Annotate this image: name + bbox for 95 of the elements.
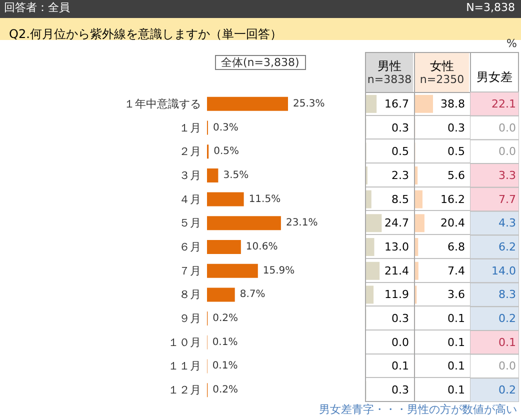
- data-label: 8.3: [498, 288, 516, 302]
- data-label: 6.2: [498, 240, 516, 254]
- data-label: 10.6%: [246, 242, 278, 252]
- data-label: 4.3: [498, 216, 516, 230]
- bar: [415, 166, 418, 184]
- bar: [207, 168, 218, 182]
- data-label: 24.7: [384, 216, 409, 230]
- data-label: 0.1: [448, 336, 465, 349]
- data-label: 0.0: [498, 145, 516, 158]
- data-label: 38.8: [440, 97, 465, 110]
- bar: [366, 214, 382, 232]
- data-label: 0.2%: [212, 313, 238, 324]
- data-label: 16.2: [440, 192, 465, 206]
- data-label: 7.4: [448, 264, 465, 278]
- data-label: 2.3: [392, 168, 409, 182]
- y-tick-label: １年中意識する: [124, 97, 201, 110]
- data-label: 0.1: [448, 312, 465, 326]
- data-label: 0.0: [392, 336, 409, 349]
- chart-title: 女性: [430, 59, 454, 73]
- data-label: 13.0: [384, 240, 409, 254]
- text: 回答者：全員: [4, 1, 70, 14]
- data-label: 15.9%: [262, 265, 295, 276]
- data-label: 3.5%: [223, 170, 249, 181]
- y-tick-label: ８月: [179, 288, 201, 302]
- data-label: 21.4: [384, 264, 409, 278]
- bar: [415, 238, 418, 256]
- data-label: 20.4: [440, 216, 465, 230]
- data-label: 0.5%: [214, 146, 240, 158]
- y-tick-label: １０月: [168, 336, 201, 349]
- bar: [207, 240, 241, 254]
- data-label: 6.8: [448, 240, 465, 254]
- data-label: 0.2: [498, 384, 516, 397]
- data-label: 11.5%: [248, 194, 281, 205]
- data-label: 0.3: [448, 121, 465, 134]
- bar: [415, 262, 418, 280]
- chart-subtitle: n=3838: [367, 73, 412, 86]
- data-label: 0.1: [498, 336, 516, 349]
- bar: [415, 214, 424, 232]
- chart-title: Q2.何月位から紫外線を意識しますか（単一回答）: [9, 27, 282, 41]
- data-label: 0.3%: [212, 122, 238, 134]
- bar: [366, 262, 380, 280]
- data-label: 8.7%: [240, 289, 266, 300]
- data-label: 14.0: [492, 264, 516, 278]
- bar: [207, 192, 244, 206]
- data-label: 0.3: [392, 121, 409, 134]
- y-tick-label: ２月: [179, 145, 201, 158]
- bar: [366, 190, 372, 208]
- chart-title: 男性: [378, 59, 402, 73]
- data-label: 0.2%: [212, 384, 238, 396]
- text: %: [506, 37, 517, 50]
- y-tick-label: ６月: [179, 240, 201, 254]
- data-label: 11.9: [384, 288, 409, 302]
- bar: [415, 190, 423, 208]
- data-label: 5.6: [448, 168, 465, 182]
- data-label: 0.1%: [212, 336, 238, 348]
- data-label: 0.1: [392, 360, 409, 373]
- data-label: 0.2: [498, 312, 516, 326]
- data-label: 0.0: [498, 121, 516, 134]
- data-label: 0.3: [392, 384, 409, 397]
- y-tick-label: ４月: [179, 192, 201, 206]
- data-label: 23.1%: [286, 218, 318, 229]
- data-label: 3.6: [448, 288, 465, 302]
- y-tick-label: ５月: [179, 216, 201, 230]
- y-tick-label: １１月: [168, 360, 201, 373]
- text: 男女差青字・・・男性の方が数値が高い: [319, 403, 517, 416]
- data-label: 0.0: [498, 360, 516, 373]
- bar: [366, 238, 374, 256]
- y-tick-label: ９月: [179, 312, 201, 326]
- data-label: 0.5: [448, 145, 465, 158]
- bar: [366, 94, 377, 113]
- bar: [207, 264, 258, 278]
- data-label: 0.3: [392, 312, 409, 326]
- text: N=3,838: [466, 1, 515, 14]
- chart-subtitle: n=2350: [420, 73, 464, 86]
- chart-subtitle: 全体(n=3,838): [221, 56, 300, 69]
- data-label: 25.3%: [293, 98, 325, 110]
- y-tick-label: ３月: [179, 168, 201, 182]
- bar: [207, 96, 288, 111]
- bar: [207, 288, 235, 302]
- data-label: 22.1: [492, 97, 516, 110]
- bar: [207, 216, 281, 230]
- text: 男女差: [476, 70, 512, 84]
- y-tick-label: １月: [179, 121, 201, 134]
- data-label: 0.1%: [212, 360, 238, 372]
- data-label: 3.3: [498, 168, 516, 182]
- data-label: 0.1: [448, 360, 465, 373]
- data-label: 16.7: [384, 97, 409, 110]
- y-tick-label: ７月: [179, 264, 201, 278]
- data-label: 0.1: [448, 384, 465, 397]
- data-label: 0.5: [392, 145, 409, 158]
- y-tick-label: １２月: [168, 384, 201, 397]
- data-label: 7.7: [498, 192, 516, 206]
- bar: [366, 286, 374, 304]
- bar: [415, 94, 433, 113]
- data-label: 8.5: [392, 192, 409, 206]
